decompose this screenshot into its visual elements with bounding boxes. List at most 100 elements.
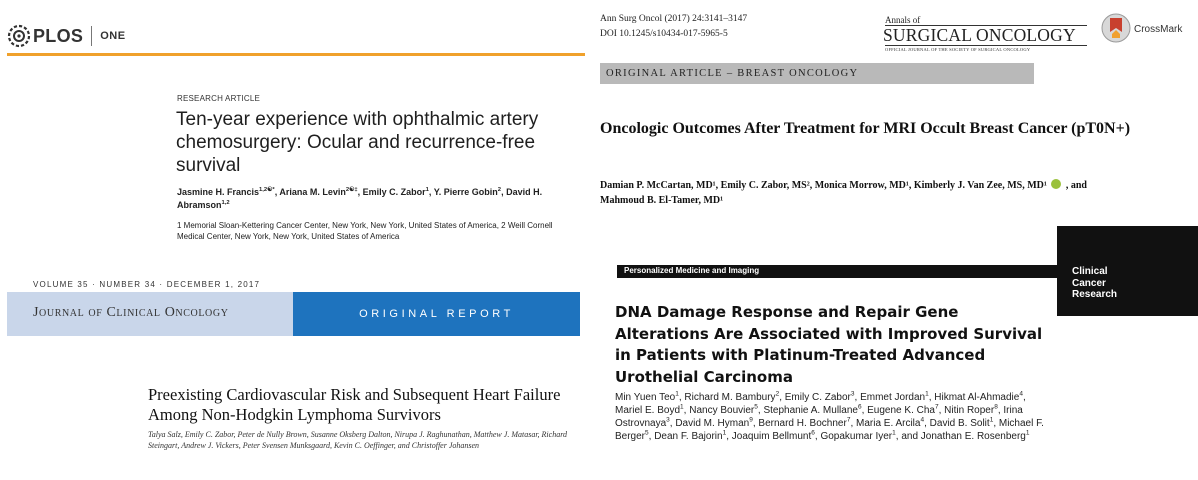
orcid-icon[interactable] (1051, 179, 1062, 189)
plos-header-rule (7, 53, 585, 56)
aso-journal-prefix: Annals of (885, 15, 921, 25)
ccr-author-affiliation-mark: 5 (754, 403, 758, 411)
aso-section-band (600, 63, 1034, 84)
aso-section-label: ORIGINAL ARTICLE – BREAST ONCOLOGY (606, 68, 859, 79)
aso-article-title: Oncologic Outcomes After Treatment for M… (600, 120, 1131, 137)
ccr-author-name: Mariel E. Boyd (615, 405, 681, 417)
ccr-author-name: Nitin Roper (944, 405, 995, 417)
plos-author-affiliation-mark: 1,2 (221, 200, 230, 206)
ccr-author-name: Gopakumar Iyer (820, 431, 893, 443)
ccr-author-affiliation-mark: 6 (857, 403, 862, 411)
ccr-separator: , (997, 405, 1004, 417)
plos-author-name: Y. Pierre Gobin (433, 187, 498, 197)
ccr-journal-line: Clinical (1072, 266, 1108, 277)
plos-logo-icon (7, 24, 31, 48)
plos-separator: , (428, 187, 434, 197)
ccr-author-name: Emily C. Zabor (784, 392, 851, 403)
plos-author-name: Ariana M. Levin (279, 187, 346, 197)
jco-journal-name: Journal of Clinical Oncology (33, 305, 229, 320)
plos-author-affiliation-mark: 2 (497, 187, 502, 193)
ccr-author-affiliation-mark: 7 (846, 416, 851, 424)
aso-doi[interactable]: DOI 10.1245/s10434-017-5965-5 (600, 29, 728, 39)
ccr-separator: , (683, 405, 690, 417)
ccr-journal-line: Research (1072, 289, 1118, 300)
jco-article-type: ORIGINAL REPORT (359, 308, 514, 320)
ccr-separator: , (924, 418, 930, 430)
ccr-author-name: David B. Solit (929, 418, 990, 430)
ccr-separator: , (779, 392, 785, 403)
ccr-separator: , (678, 392, 685, 403)
plos-author-name: David H. Abramson (177, 187, 543, 210)
ccr-author-list: Min Yuen Teo1, Richard M. Bambury2, Emil… (615, 391, 1055, 443)
ccr-article-title: DNA Damage Response and Repair Gene Alte… (615, 303, 1043, 386)
ccr-separator: , (850, 418, 856, 430)
plos-divider (91, 26, 93, 46)
ccr-author-name: Irina Ostrovnaya (615, 405, 1023, 430)
ccr-author-affiliation-mark: 1 (722, 429, 727, 437)
ccr-author-name: Eugene K. Cha (867, 405, 935, 417)
ccr-author-name: Maria E. Arcila (856, 418, 921, 430)
crossmark-label[interactable]: CrossMark (1134, 24, 1183, 35)
plos-affiliations: 1 Memorial Sloan-Kettering Cancer Center… (177, 221, 553, 241)
ccr-section-bar (617, 265, 1057, 278)
aso-authors-and: , and (1065, 180, 1087, 191)
ccr-author-name: Michael F. Berger (615, 418, 1044, 443)
ccr-author-affiliation-mark: 9 (749, 416, 753, 424)
ccr-author-affiliation-mark: 1 (989, 416, 994, 424)
ccr-author-name: David M. Hyman (675, 418, 750, 430)
plos-author-affiliation-mark: 2☯‡ (345, 187, 358, 193)
jco-volume-line: VOLUME 35 · NUMBER 34 · DECEMBER 1, 2017 (33, 280, 261, 289)
aso-logo-rule-top (885, 25, 1087, 26)
ccr-separator: , (928, 392, 935, 403)
ccr-journal-block (1057, 226, 1198, 316)
jco-banner-right (293, 292, 580, 336)
ccr-author-name: Hikmat Al-Ahmadie (934, 392, 1020, 403)
aso-journal-name: SURGICAL ONCOLOGY (883, 25, 1076, 45)
ccr-separator: , (854, 392, 861, 403)
ccr-separator: , (814, 431, 821, 443)
plos-logo: PLOS ONE (7, 24, 126, 48)
plos-article-type: RESEARCH ARTICLE (177, 94, 261, 103)
ccr-separator: , and (895, 431, 921, 443)
aso-citation: Ann Surg Oncol (2017) 24:3141–3147 (600, 14, 748, 24)
ccr-section-label: Personalized Medicine and Imaging (624, 266, 760, 275)
ccr-separator: , (752, 418, 759, 430)
ccr-author-name: Jonathan E. Rosenberg (920, 431, 1026, 443)
ccr-author-affiliation-mark: 8 (994, 403, 998, 411)
jco-author-list: Talya Salz, Emily C. Zabor, Peter de Nul… (148, 430, 568, 450)
plos-separator: , (357, 187, 363, 197)
plos-author-affiliation-mark: 1 (425, 187, 429, 193)
aso-journal-tagline: OFFICIAL JOURNAL OF THE SOCIETY OF SURGI… (885, 47, 1031, 52)
plos-author-name: Emily C. Zabor (362, 187, 426, 197)
ccr-author-affiliation-mark: 1 (680, 403, 684, 411)
jco-article-title: Preexisting Cardiovascular Risk and Subs… (148, 385, 561, 424)
ccr-author-affiliation-mark: 3 (666, 416, 670, 424)
ccr-author-affiliation-mark: 1 (675, 390, 679, 398)
ccr-author-affiliation-mark: 2 (775, 390, 780, 398)
aso-author-list: Damian P. McCartan, MD¹, Emily C. Zabor,… (600, 178, 1198, 208)
plos-author-name: Jasmine H. Francis (177, 187, 260, 197)
plos-brand: PLOS (33, 25, 84, 46)
aso-authors-line2: Mahmoud B. El-Tamer, MD¹ (600, 195, 724, 206)
ccr-journal-name: Clinical Cancer Research (1072, 266, 1117, 301)
ccr-author-name: Bernard H. Bochner (758, 418, 847, 430)
ccr-author-affiliation-mark: 5 (645, 429, 649, 437)
ccr-author-affiliation-mark: 4 (1019, 390, 1023, 398)
ccr-author-name: Min Yuen Teo (615, 392, 676, 403)
ccr-author-name: Richard M. Bambury (684, 392, 776, 403)
ccr-author-affiliation-mark: 7 (934, 403, 939, 411)
aso-logo-rule-bottom (885, 45, 1087, 46)
ccr-journal-line: Cancer (1072, 277, 1106, 289)
ccr-separator: , (648, 431, 655, 443)
ccr-author-affiliation-mark: 3 (850, 390, 855, 398)
crossmark-icon[interactable] (1100, 12, 1132, 44)
ccr-author-affiliation-mark: 1 (925, 390, 929, 398)
ccr-author-affiliation-mark: 6 (811, 429, 815, 437)
plos-article-title: Ten-year experience with ophthalmic arte… (176, 109, 539, 176)
ccr-author-name: Nancy Bouvier (689, 405, 755, 417)
ccr-separator: , (1022, 392, 1026, 403)
jco-banner-left (7, 292, 293, 336)
ccr-separator: , (726, 431, 732, 443)
ccr-separator: , (938, 405, 945, 417)
plos-journal-name: ONE (100, 30, 126, 42)
